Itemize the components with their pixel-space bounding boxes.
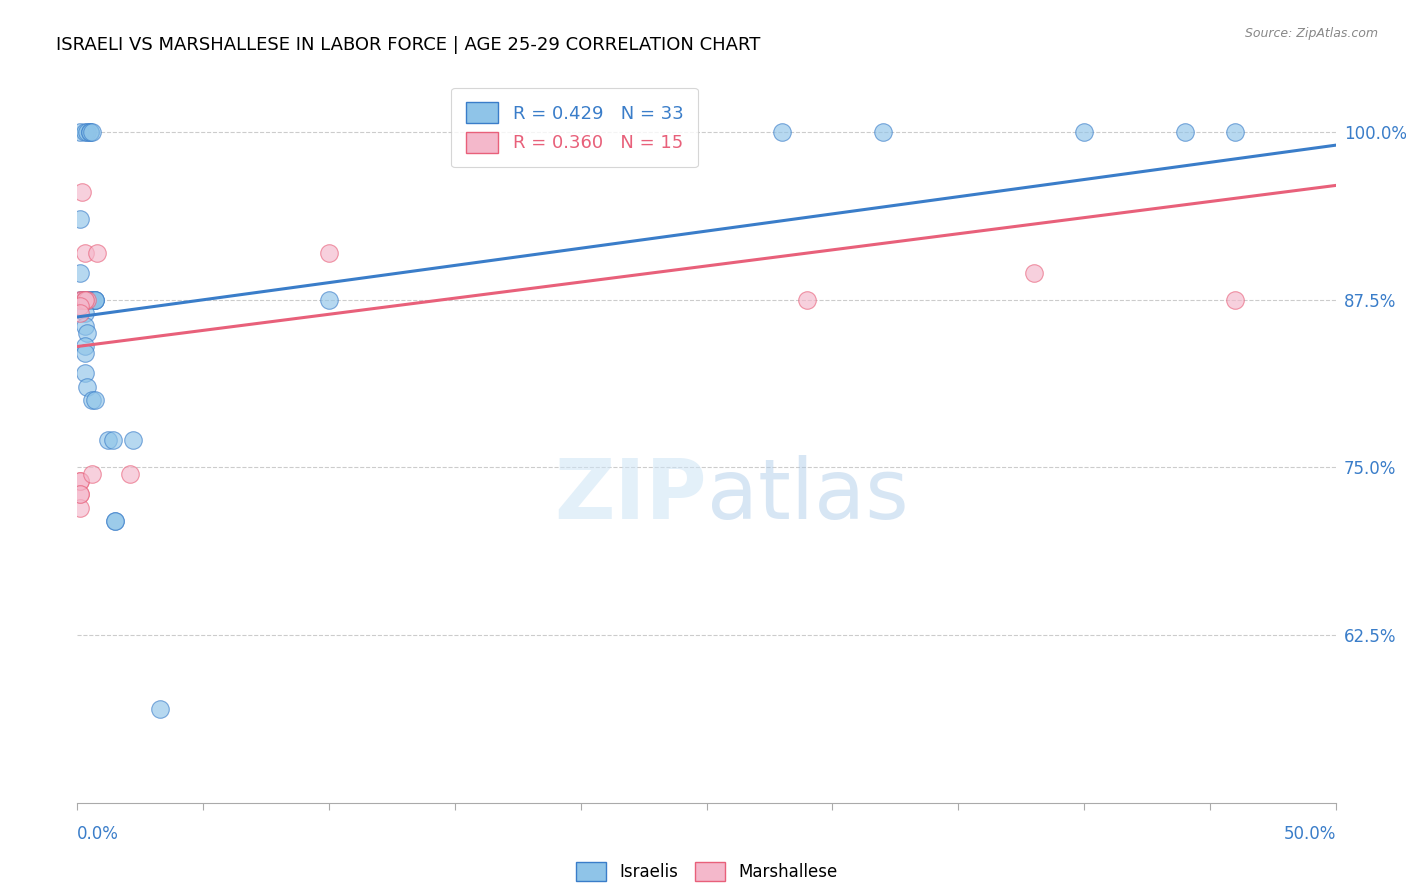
Point [76,293,98,307]
Point [73,293,96,307]
Point [796,293,818,307]
Point [69,487,91,501]
Text: 0.0%: 0.0% [77,825,120,843]
Point [86,245,108,260]
Point [82,125,104,139]
Point [149,702,172,716]
Point [120,467,142,481]
Point [318,293,340,307]
Point [1223,125,1246,139]
Point [1073,125,1095,139]
Point [73,339,96,353]
Point [73,319,96,334]
Point [76,125,98,139]
Point [84,293,107,307]
Point [69,299,91,313]
Text: 50.0%: 50.0% [1284,825,1336,843]
Point [69,125,91,139]
Point [79,293,101,307]
Text: atlas: atlas [707,455,908,536]
Point [69,487,91,501]
Point [1223,293,1246,307]
Point [69,293,91,307]
Point [73,245,96,260]
Point [82,467,104,481]
Point [73,367,96,381]
Point [73,293,96,307]
Point [73,125,96,139]
Text: ISRAELI VS MARSHALLESE IN LABOR FORCE | AGE 25-29 CORRELATION CHART: ISRAELI VS MARSHALLESE IN LABOR FORCE | … [56,36,761,54]
Point [73,293,96,307]
Point [121,434,143,448]
Point [69,500,91,515]
Point [82,293,104,307]
Point [84,293,107,307]
Point [72,185,94,199]
Point [1022,266,1045,280]
Text: ZIP: ZIP [554,455,707,536]
Point [104,514,127,528]
Point [69,474,91,488]
Point [84,393,107,408]
Legend: Israelis, Marshallese: Israelis, Marshallese [568,854,845,889]
Point [73,293,96,307]
Point [69,266,91,280]
Point [76,293,98,307]
Point [96,434,118,448]
Point [69,212,91,227]
Point [72,293,94,307]
Text: Source: ZipAtlas.com: Source: ZipAtlas.com [1244,27,1378,40]
Point [69,293,91,307]
Point [79,125,101,139]
Point [73,306,96,320]
Point [69,306,91,320]
Point [72,293,94,307]
Point [872,125,894,139]
Point [101,434,124,448]
Point [104,514,127,528]
Point [1174,125,1197,139]
Point [79,293,101,307]
Point [318,245,340,260]
Point [84,293,107,307]
Point [76,380,98,394]
Point [770,125,793,139]
Point [79,125,101,139]
Point [73,346,96,360]
Point [76,326,98,340]
Point [69,474,91,488]
Point [82,393,104,408]
